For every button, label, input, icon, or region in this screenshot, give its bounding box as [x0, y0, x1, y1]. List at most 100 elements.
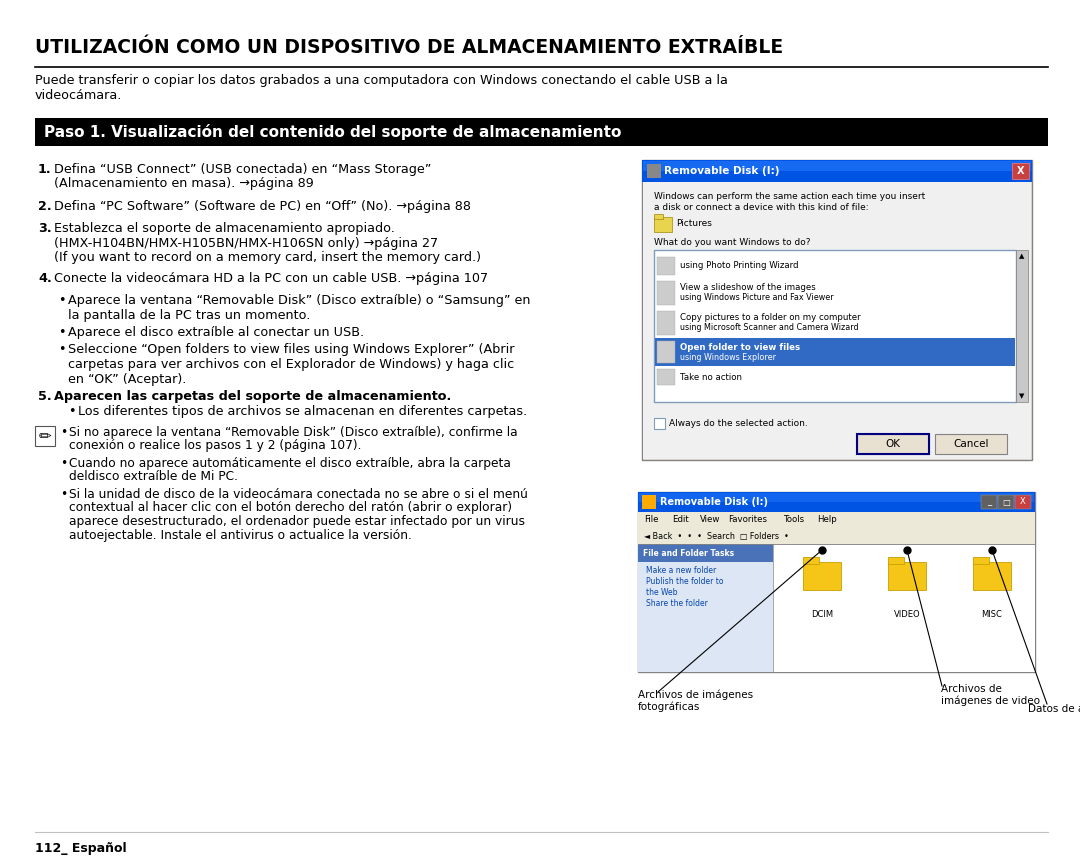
Text: ✏: ✏	[39, 429, 52, 443]
Bar	[1016, 250, 1028, 402]
Bar	[804, 562, 841, 590]
Text: Cancel: Cancel	[954, 439, 989, 449]
Text: fotográficas: fotográficas	[638, 702, 700, 713]
Text: contextual al hacer clic con el botón derecho del ratón (abrir o explorar): contextual al hacer clic con el botón de…	[69, 501, 512, 514]
Text: Open folder to view files: Open folder to view files	[680, 343, 800, 352]
Text: •: •	[60, 426, 67, 439]
Text: Archivos de: Archivos de	[941, 684, 1002, 694]
Text: 5.: 5.	[38, 390, 52, 403]
Text: OK: OK	[886, 439, 901, 449]
Bar	[804, 557, 819, 564]
Bar	[647, 164, 661, 178]
Text: Establezca el soporte de almacenamiento apropiado.: Establezca el soporte de almacenamiento …	[54, 222, 395, 235]
Bar	[1012, 163, 1029, 179]
Bar	[654, 338, 1015, 366]
Text: Puede transferir o copiar los datos grabados a una computadora con Windows conec: Puede transferir o copiar los datos grab…	[35, 74, 728, 102]
Text: X: X	[1017, 166, 1025, 176]
Bar	[638, 544, 1035, 672]
Text: a disk or connect a device with this kind of file:: a disk or connect a device with this kin…	[654, 203, 868, 212]
Text: 112_ Español: 112_ Español	[35, 842, 126, 855]
Text: Make a new folder: Make a new folder	[646, 566, 716, 575]
Text: using Photo Printing Wizard: using Photo Printing Wizard	[680, 262, 798, 270]
Bar	[638, 544, 773, 672]
Text: X: X	[1021, 497, 1026, 507]
Text: the Web: the Web	[646, 588, 677, 597]
Bar	[654, 214, 663, 219]
Text: Los diferentes tipos de archivos se almacenan en diferentes carpetas.: Los diferentes tipos de archivos se alma…	[78, 405, 527, 418]
Bar	[981, 495, 997, 509]
Text: □: □	[1002, 497, 1010, 507]
Text: •: •	[60, 488, 67, 501]
Text: aparece desestructurado, el ordenador puede estar infectado por un virus: aparece desestructurado, el ordenador pu…	[69, 515, 525, 528]
Text: Defina “PC Software” (Software de PC) en “Off” (No). →página 88: Defina “PC Software” (Software de PC) en…	[54, 200, 471, 213]
Bar	[35, 118, 1048, 146]
Bar	[638, 528, 1035, 544]
Text: using Windows Explorer: using Windows Explorer	[680, 353, 777, 362]
Text: Archivos de imágenes: Archivos de imágenes	[638, 690, 753, 701]
Text: •: •	[58, 344, 66, 357]
Text: MISC: MISC	[982, 610, 1002, 619]
Bar	[654, 250, 1016, 402]
Text: Share the folder: Share the folder	[646, 599, 707, 608]
Text: (HMX-H104BN/HMX-H105BN/HMX-H106SN only) →página 27: (HMX-H104BN/HMX-H105BN/HMX-H106SN only) …	[54, 236, 438, 249]
Text: imágenes de video: imágenes de video	[941, 696, 1040, 707]
Text: conexión o realice los pasos 1 y 2 (página 107).: conexión o realice los pasos 1 y 2 (pági…	[69, 440, 362, 453]
Text: la pantalla de la PC tras un momento.: la pantalla de la PC tras un momento.	[68, 308, 310, 321]
Text: 2.: 2.	[38, 200, 52, 213]
Text: Paso 1. Visualización del contenido del soporte de almacenamiento: Paso 1. Visualización del contenido del …	[44, 124, 621, 140]
Text: ▼: ▼	[1020, 393, 1025, 399]
Text: •: •	[60, 457, 67, 470]
Bar	[638, 492, 1035, 512]
Bar	[657, 341, 675, 363]
Text: Si la unidad de disco de la videocámara conectada no se abre o si el menú: Si la unidad de disco de la videocámara …	[69, 488, 528, 501]
Bar	[35, 426, 55, 446]
Bar	[888, 562, 926, 590]
Text: File and Folder Tasks: File and Folder Tasks	[643, 548, 734, 558]
Text: Seleccione “Open folders to view files using Windows Explorer” (Abrir: Seleccione “Open folders to view files u…	[68, 344, 514, 357]
Text: Aparecen las carpetas del soporte de almacenamiento.: Aparecen las carpetas del soporte de alm…	[54, 390, 451, 403]
Bar	[858, 434, 929, 454]
Text: Removable Disk (I:): Removable Disk (I:)	[664, 166, 780, 176]
Bar	[1015, 495, 1031, 509]
Bar	[657, 257, 675, 275]
Bar	[973, 557, 989, 564]
Text: File: File	[644, 515, 659, 525]
Text: using Windows Picture and Fax Viewer: using Windows Picture and Fax Viewer	[680, 293, 834, 302]
Text: 1.: 1.	[38, 163, 52, 176]
Text: View a slideshow of the images: View a slideshow of the images	[680, 283, 815, 292]
Text: carpetas para ver archivos con el Explorador de Windows) y haga clic: carpetas para ver archivos con el Explor…	[68, 358, 514, 371]
Text: UTILIZACIÓN COMO UN DISPOSITIVO DE ALMACENAMIENTO EXTRAÍBLE: UTILIZACIÓN COMO UN DISPOSITIVO DE ALMAC…	[35, 38, 783, 57]
Bar	[998, 495, 1014, 509]
Bar	[973, 562, 1011, 590]
Text: Pictures: Pictures	[676, 219, 712, 229]
Text: autoejectable. Instale el antivirus o actualice la versión.: autoejectable. Instale el antivirus o ac…	[69, 528, 411, 541]
Text: Aparece el disco extraíble al conectar un USB.: Aparece el disco extraíble al conectar u…	[68, 326, 364, 339]
Bar	[643, 182, 1031, 459]
Bar	[642, 160, 1032, 182]
Bar	[657, 281, 675, 305]
Bar	[657, 369, 675, 385]
Text: (If you want to record on a memory card, insert the memory card.): (If you want to record on a memory card,…	[54, 251, 481, 264]
Text: Cuando no aparece automáticamente el disco extraíble, abra la carpeta: Cuando no aparece automáticamente el dis…	[69, 457, 511, 470]
Bar	[654, 418, 665, 429]
Text: Help: Help	[816, 515, 837, 525]
Bar	[639, 493, 1034, 502]
Text: Take no action: Take no action	[680, 372, 742, 382]
Bar	[638, 544, 773, 562]
Bar	[858, 434, 929, 454]
Text: ◄ Back  •  •  •  Search  □ Folders  •: ◄ Back • • • Search □ Folders •	[644, 532, 788, 540]
Text: 3.: 3.	[38, 222, 52, 235]
Text: •: •	[68, 405, 76, 418]
Text: Conecte la videocámara HD a la PC con un cable USB. →página 107: Conecte la videocámara HD a la PC con un…	[54, 272, 488, 285]
Text: Aparece la ventana “Removable Disk” (Disco extraíble) o “Samsung” en: Aparece la ventana “Removable Disk” (Dis…	[68, 294, 530, 307]
Text: en “OK” (Aceptar).: en “OK” (Aceptar).	[68, 372, 187, 385]
Text: using Microsoft Scanner and Camera Wizard: using Microsoft Scanner and Camera Wizar…	[680, 323, 859, 332]
Bar	[935, 434, 1007, 454]
Text: Edit: Edit	[672, 515, 689, 525]
Text: deldisco extraíble de Mi PC.: deldisco extraíble de Mi PC.	[69, 470, 238, 483]
Text: DCIM: DCIM	[811, 610, 833, 619]
Text: _: _	[987, 497, 991, 507]
Text: Favorites: Favorites	[728, 515, 767, 525]
Text: VIDEO: VIDEO	[893, 610, 920, 619]
Text: ▲: ▲	[1020, 253, 1025, 259]
